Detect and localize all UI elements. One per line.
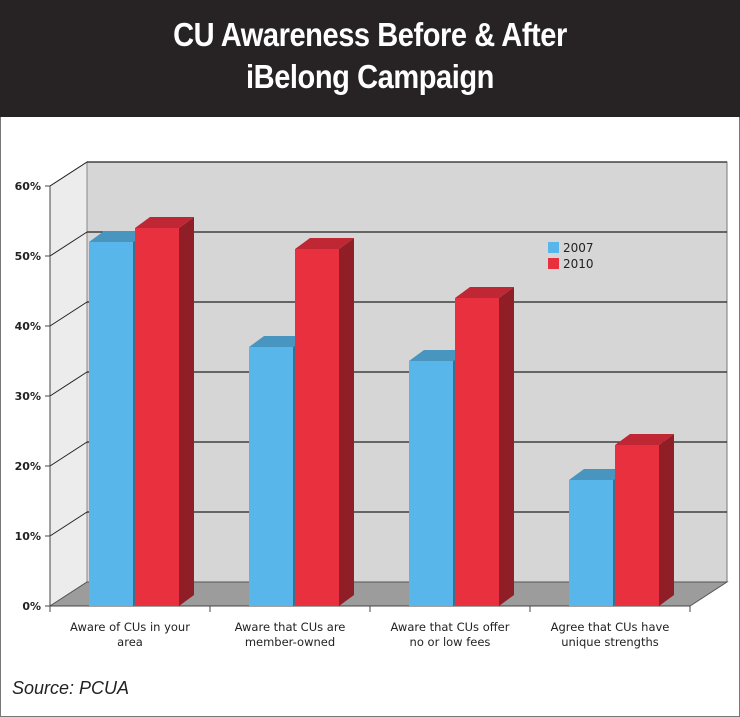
bar-top [455,287,514,298]
bar-side [659,434,674,606]
chart-title-line-2: iBelong Campaign [246,58,494,95]
y-tick-label: 50% [15,250,41,263]
bar-top [249,336,308,347]
bar [455,298,499,606]
legend-label: 2007 [563,241,594,255]
bar-top [615,434,674,445]
x-tick-label: member-owned [245,635,335,649]
gridline-side [49,301,88,327]
bar-top [295,238,354,249]
bar-top [89,231,148,242]
bar-top [135,217,194,228]
bar [295,249,339,606]
bar-chart: 0% 10% 20% 30% 40% 50% 60% Aware of CUs in your… [15,161,729,649]
gridline-side [49,231,88,257]
bar [615,445,659,606]
gridline-side [49,371,88,397]
bar [569,480,613,606]
x-tick-label: Aware of CUs in your [70,620,190,634]
bar-top [409,350,468,361]
gridline-side [49,511,88,537]
y-tick-label: 10% [15,530,41,543]
source-note: Source: PCUA [12,678,130,698]
y-tick-label: 0% [22,600,41,613]
chart-title-line-1: CU Awareness Before & After [173,16,567,53]
bar [409,361,453,606]
x-tick-label: area [117,635,143,649]
y-tick-label: 60% [15,180,41,193]
bar-side [179,217,194,606]
x-tick-label: Aware that CUs offer [391,620,510,634]
y-tick-label: 20% [15,460,41,473]
title-banner: CU Awareness Before & After iBelong Camp… [0,0,740,117]
gridline-side [49,441,88,467]
y-tick-label: 40% [15,320,41,333]
x-tick-label: Aware that CUs are [235,620,346,634]
x-tick-label: Agree that CUs have [551,620,670,634]
legend-swatch [548,242,559,253]
x-tick-label: unique strengths [561,635,659,649]
bar [135,228,179,606]
bar-top [569,469,628,480]
bar [89,242,133,606]
y-tick-label: 30% [15,390,41,403]
legend-swatch [548,258,559,269]
bar [249,347,293,606]
bar-side [339,238,354,606]
x-tick-label: no or low fees [410,635,491,649]
bar-side [499,287,514,606]
gridline-side [49,161,88,187]
legend-label: 2010 [563,257,594,271]
